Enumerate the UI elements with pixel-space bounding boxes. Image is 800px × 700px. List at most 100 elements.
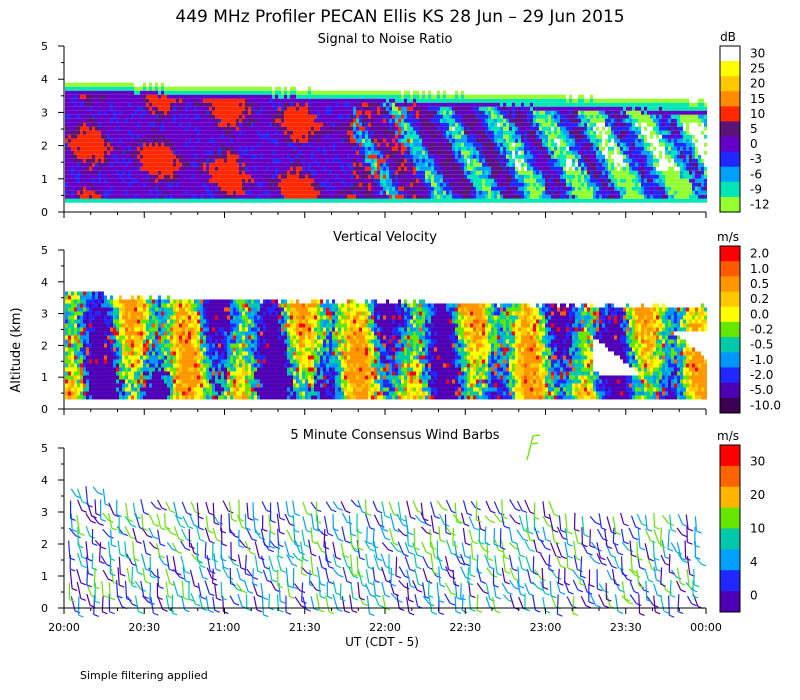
heat-cell bbox=[152, 134, 155, 139]
heat-cell bbox=[353, 162, 356, 167]
heat-cell bbox=[293, 150, 296, 155]
heat-cell bbox=[515, 98, 518, 103]
heat-cell bbox=[368, 94, 371, 99]
heat-cell bbox=[107, 98, 110, 103]
heat-cell bbox=[488, 162, 491, 167]
heat-cell bbox=[518, 194, 521, 199]
heat-cell bbox=[83, 126, 86, 131]
heat-cell bbox=[347, 186, 350, 191]
heat-cell bbox=[380, 154, 383, 159]
heat-cell bbox=[263, 178, 266, 183]
heat-cell bbox=[338, 174, 341, 179]
heat-cell bbox=[398, 134, 401, 139]
heat-cell bbox=[233, 158, 236, 163]
heat-cell bbox=[305, 154, 308, 159]
heat-cell bbox=[176, 142, 179, 147]
heat-cell bbox=[119, 186, 122, 191]
heat-cell bbox=[161, 166, 164, 171]
heat-cell bbox=[323, 194, 326, 199]
heat-cell bbox=[146, 162, 149, 167]
heat-cell bbox=[389, 110, 392, 115]
heat-cell bbox=[401, 142, 404, 147]
heat-cell bbox=[464, 182, 467, 187]
heat-cell bbox=[461, 102, 464, 107]
heat-cell bbox=[257, 142, 260, 147]
heat-cell bbox=[374, 114, 377, 119]
heat-cell bbox=[251, 110, 254, 115]
heat-cell bbox=[500, 198, 503, 203]
heat-cell bbox=[308, 186, 311, 191]
heat-cell bbox=[245, 138, 248, 143]
heat-cell bbox=[455, 94, 458, 99]
heat-cell bbox=[98, 182, 101, 187]
heat-cell bbox=[281, 182, 284, 187]
heat-cell bbox=[578, 118, 581, 123]
heat-cell bbox=[575, 110, 578, 115]
heat-cell bbox=[422, 154, 425, 159]
heat-cell bbox=[110, 158, 113, 163]
heat-cell bbox=[299, 174, 302, 179]
heat-cell bbox=[401, 98, 404, 103]
heat-cell bbox=[221, 134, 224, 139]
heat-cell bbox=[284, 178, 287, 183]
heat-cell bbox=[446, 166, 449, 171]
heat-cell bbox=[290, 190, 293, 195]
heat-cell bbox=[194, 158, 197, 163]
heat-cell bbox=[437, 110, 440, 115]
heat-cell bbox=[497, 198, 500, 203]
heat-cell bbox=[509, 102, 512, 107]
heat-cell bbox=[452, 142, 455, 147]
heat-cell bbox=[101, 94, 104, 99]
heat-cell bbox=[188, 110, 191, 115]
heat-cell bbox=[335, 94, 338, 99]
heat-cell bbox=[458, 166, 461, 171]
heat-cell bbox=[203, 170, 206, 175]
heat-cell bbox=[461, 142, 464, 147]
heat-cell bbox=[554, 106, 557, 111]
figure-title: 449 MHz Profiler PECAN Ellis KS 28 Jun –… bbox=[175, 7, 624, 27]
heat-cell bbox=[353, 158, 356, 163]
heat-cell bbox=[353, 94, 356, 99]
heat-cell bbox=[242, 162, 245, 167]
heat-cell bbox=[296, 118, 299, 123]
heat-cell bbox=[302, 94, 305, 99]
heat-cell bbox=[425, 186, 428, 191]
heat-cell bbox=[317, 138, 320, 143]
heat-cell bbox=[212, 114, 215, 119]
heat-cell bbox=[86, 102, 89, 107]
heat-cell bbox=[206, 106, 209, 111]
heat-cell bbox=[125, 134, 128, 139]
heat-cell bbox=[566, 102, 569, 107]
heat-cell bbox=[503, 94, 506, 99]
heat-cell bbox=[554, 142, 557, 147]
heat-cell bbox=[185, 158, 188, 163]
heat-cell bbox=[368, 198, 371, 203]
heat-cell bbox=[65, 114, 68, 119]
heat-cell bbox=[245, 162, 248, 167]
heat-cell bbox=[458, 134, 461, 139]
heat-cell bbox=[392, 146, 395, 151]
heat-cell bbox=[461, 162, 464, 167]
heat-cell bbox=[359, 110, 362, 115]
heat-cell bbox=[251, 118, 254, 123]
heat-cell bbox=[494, 114, 497, 119]
heat-cell bbox=[575, 162, 578, 167]
heat-cell bbox=[194, 106, 197, 111]
heat-cell bbox=[404, 98, 407, 103]
heat-cell bbox=[134, 182, 137, 187]
heat-cell bbox=[116, 166, 119, 171]
heat-cell bbox=[197, 182, 200, 187]
heat-cell bbox=[581, 114, 584, 119]
heat-cell bbox=[398, 102, 401, 107]
heat-cell bbox=[431, 138, 434, 143]
heat-cell bbox=[77, 198, 80, 203]
heat-cell bbox=[398, 118, 401, 123]
heat-cell bbox=[197, 170, 200, 175]
heat-cell bbox=[239, 110, 242, 115]
heat-cell bbox=[170, 126, 173, 131]
heat-cell bbox=[434, 114, 437, 119]
heat-cell bbox=[386, 126, 389, 131]
heat-cell bbox=[125, 146, 128, 151]
heat-cell bbox=[74, 190, 77, 195]
heat-cell bbox=[245, 186, 248, 191]
